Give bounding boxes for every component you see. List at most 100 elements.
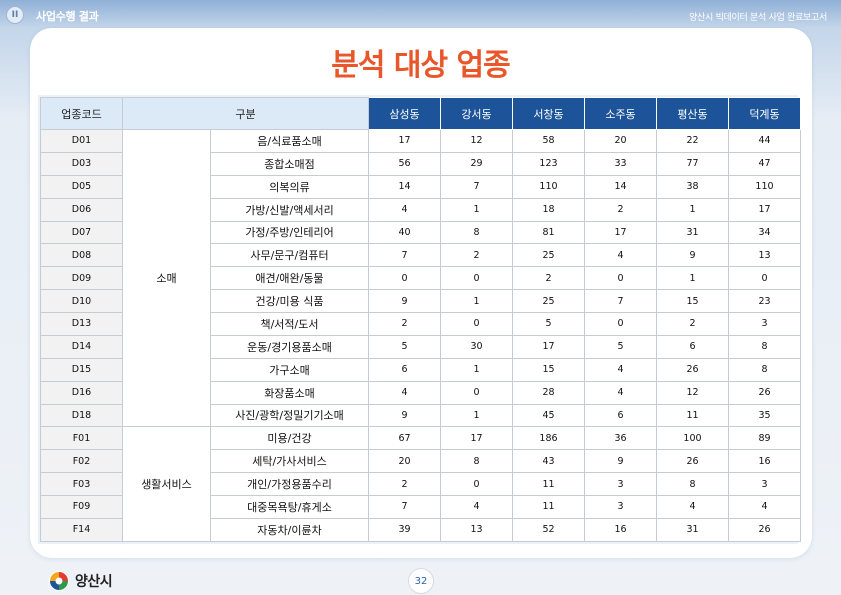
- table-row: D18 사진/광학/정밀기기소매 9 1 45 6 11 35: [40, 403, 801, 428]
- store-count-cell: 17: [512, 334, 585, 359]
- industry-code-cell: D15: [40, 357, 123, 382]
- industry-code-cell: D05: [40, 174, 123, 199]
- table-row: F02 세탁/가사서비스 20 8 43 9 26 16: [40, 449, 801, 474]
- store-count-cell: 17: [440, 426, 513, 451]
- store-count-cell: 31: [656, 517, 729, 543]
- store-count-cell: 8: [440, 220, 513, 245]
- industry-name-cell: 음/식료품소매: [210, 129, 369, 153]
- store-count-cell: 7: [440, 174, 513, 199]
- store-count-cell: 14: [368, 174, 441, 199]
- store-count-cell: 2: [656, 312, 729, 336]
- store-count-cell: 12: [440, 129, 513, 153]
- store-count-cell: 33: [584, 151, 657, 176]
- store-count-cell: 1: [656, 197, 729, 222]
- column-header-district: 서창동: [512, 97, 585, 130]
- category-group-cell: 생활서비스: [122, 426, 211, 542]
- table-row: D01 소매 음/식료품소매 17 12 58 20 22 44: [40, 128, 801, 428]
- store-count-cell: 81: [512, 220, 585, 245]
- section-number-badge: II: [6, 6, 24, 24]
- store-count-cell: 3: [728, 472, 801, 496]
- industry-name-cell: 자동차/이륜차: [210, 517, 369, 543]
- column-header-district: 평산동: [656, 97, 729, 130]
- store-count-cell: 0: [440, 472, 513, 496]
- store-count-cell: 9: [656, 243, 729, 268]
- store-count-cell: 56: [368, 151, 441, 176]
- store-count-cell: 0: [584, 266, 657, 291]
- store-count-cell: 8: [656, 472, 729, 496]
- store-count-cell: 5: [368, 334, 441, 359]
- store-count-cell: 9: [368, 403, 441, 428]
- store-count-cell: 26: [656, 357, 729, 382]
- store-count-cell: 25: [512, 243, 585, 268]
- report-title: 양산시 빅데이터 분석 사업 완료보고서: [689, 13, 827, 23]
- industry-name-cell: 사진/광학/정밀기기소매: [210, 403, 369, 428]
- table-row: D07 가정/주방/인테리어 40 8 81 17 31 34: [40, 220, 801, 245]
- table-row: D13 책/서적/도서 2 0 5 0 2 3: [40, 312, 801, 336]
- industry-name-cell: 책/서적/도서: [210, 312, 369, 336]
- industry-name-cell: 미용/건강: [210, 426, 369, 451]
- store-count-cell: 34: [728, 220, 801, 245]
- store-count-cell: 45: [512, 403, 585, 428]
- store-count-cell: 11: [512, 495, 585, 519]
- store-count-cell: 8: [728, 334, 801, 359]
- store-count-cell: 58: [512, 129, 585, 153]
- store-count-cell: 4: [656, 495, 729, 519]
- column-header-category: 구분: [122, 97, 369, 130]
- store-count-cell: 4: [584, 357, 657, 382]
- store-count-cell: 36: [584, 426, 657, 451]
- industry-name-cell: 가정/주방/인테리어: [210, 220, 369, 245]
- store-count-cell: 1: [440, 289, 513, 313]
- table-row: D03 종합소매점 56 29 123 33 77 47: [40, 151, 801, 176]
- store-count-cell: 17: [368, 129, 441, 153]
- column-header-code: 업종코드: [40, 97, 123, 130]
- store-count-cell: 15: [512, 357, 585, 382]
- store-count-cell: 23: [728, 289, 801, 313]
- store-count-cell: 9: [368, 289, 441, 313]
- store-count-cell: 44: [728, 129, 801, 153]
- category-group-cell: 소매: [122, 128, 211, 428]
- industry-code-cell: D08: [40, 243, 123, 268]
- store-count-cell: 13: [728, 243, 801, 268]
- store-count-cell: 6: [584, 403, 657, 428]
- store-count-cell: 0: [584, 312, 657, 336]
- store-count-cell: 35: [728, 403, 801, 428]
- store-count-cell: 20: [368, 449, 441, 474]
- store-count-cell: 14: [584, 174, 657, 199]
- store-count-cell: 2: [368, 472, 441, 496]
- store-count-cell: 22: [656, 129, 729, 153]
- industry-code-cell: D10: [40, 289, 123, 313]
- store-count-cell: 0: [440, 266, 513, 291]
- store-count-cell: 186: [512, 426, 585, 451]
- industry-name-cell: 종합소매점: [210, 151, 369, 176]
- store-count-cell: 18: [512, 197, 585, 222]
- store-count-cell: 11: [656, 403, 729, 428]
- table-body: D01 소매 음/식료품소매 17 12 58 20 22 44 D03 종합소매점 56 29 123 3…: [40, 128, 801, 543]
- store-count-cell: 26: [656, 449, 729, 474]
- industry-name-cell: 가방/신발/액세서리: [210, 197, 369, 222]
- store-count-cell: 1: [440, 403, 513, 428]
- store-count-cell: 20: [584, 129, 657, 153]
- industry-code-cell: D09: [40, 266, 123, 291]
- column-header-district: 삼성동: [368, 97, 441, 130]
- store-count-cell: 47: [728, 151, 801, 176]
- store-count-cell: 123: [512, 151, 585, 176]
- industry-table: 업종코드 구분 삼성동 강서동 서창동 소주동 평산동 덕계동 D01 소매 음/식료품소매 1…: [40, 97, 801, 543]
- store-count-cell: 2: [368, 312, 441, 336]
- column-header-district: 강서동: [440, 97, 513, 130]
- store-count-cell: 6: [368, 357, 441, 382]
- industry-code-cell: D06: [40, 197, 123, 222]
- store-count-cell: 17: [584, 220, 657, 245]
- store-count-cell: 110: [728, 174, 801, 199]
- top-bar: II 사업수행 결과 양산시 빅데이터 분석 사업 완료보고서: [0, 0, 841, 30]
- industry-name-cell: 건강/미용 식품: [210, 289, 369, 313]
- store-count-cell: 2: [512, 266, 585, 291]
- store-count-cell: 67: [368, 426, 441, 451]
- footer-logo: 양산시: [48, 570, 113, 592]
- store-count-cell: 0: [368, 266, 441, 291]
- store-count-cell: 4: [728, 495, 801, 519]
- table-row: F01 생활서비스 미용/건강 67 17 186 36 100 89: [40, 426, 801, 542]
- industry-code-cell: D13: [40, 312, 123, 336]
- store-count-cell: 5: [584, 334, 657, 359]
- industry-code-cell: D03: [40, 151, 123, 176]
- store-count-cell: 7: [584, 289, 657, 313]
